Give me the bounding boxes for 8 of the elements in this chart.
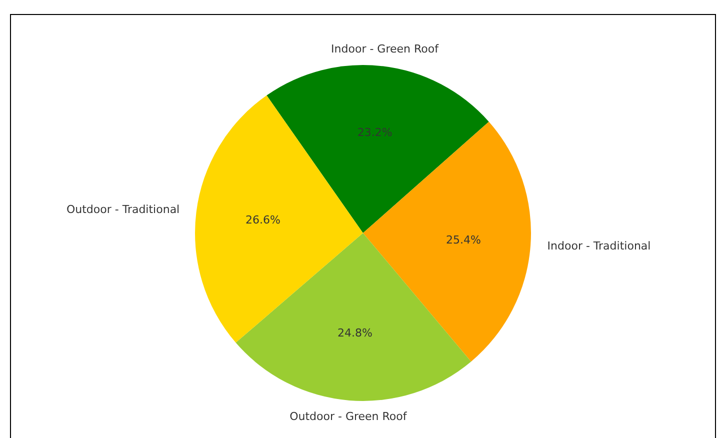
slice-label: Indoor - Traditional — [547, 240, 651, 253]
data-label: 23.2% — [357, 126, 392, 139]
slice-label: Outdoor - Green Roof — [290, 410, 408, 424]
data-label: 25.4% — [446, 233, 481, 246]
slice-label: Outdoor - Traditional — [66, 202, 180, 216]
data-label: 24.8% — [337, 326, 372, 340]
slice-label: Indoor - Green Roof — [331, 42, 440, 56]
data-label: 26.6% — [246, 213, 280, 226]
